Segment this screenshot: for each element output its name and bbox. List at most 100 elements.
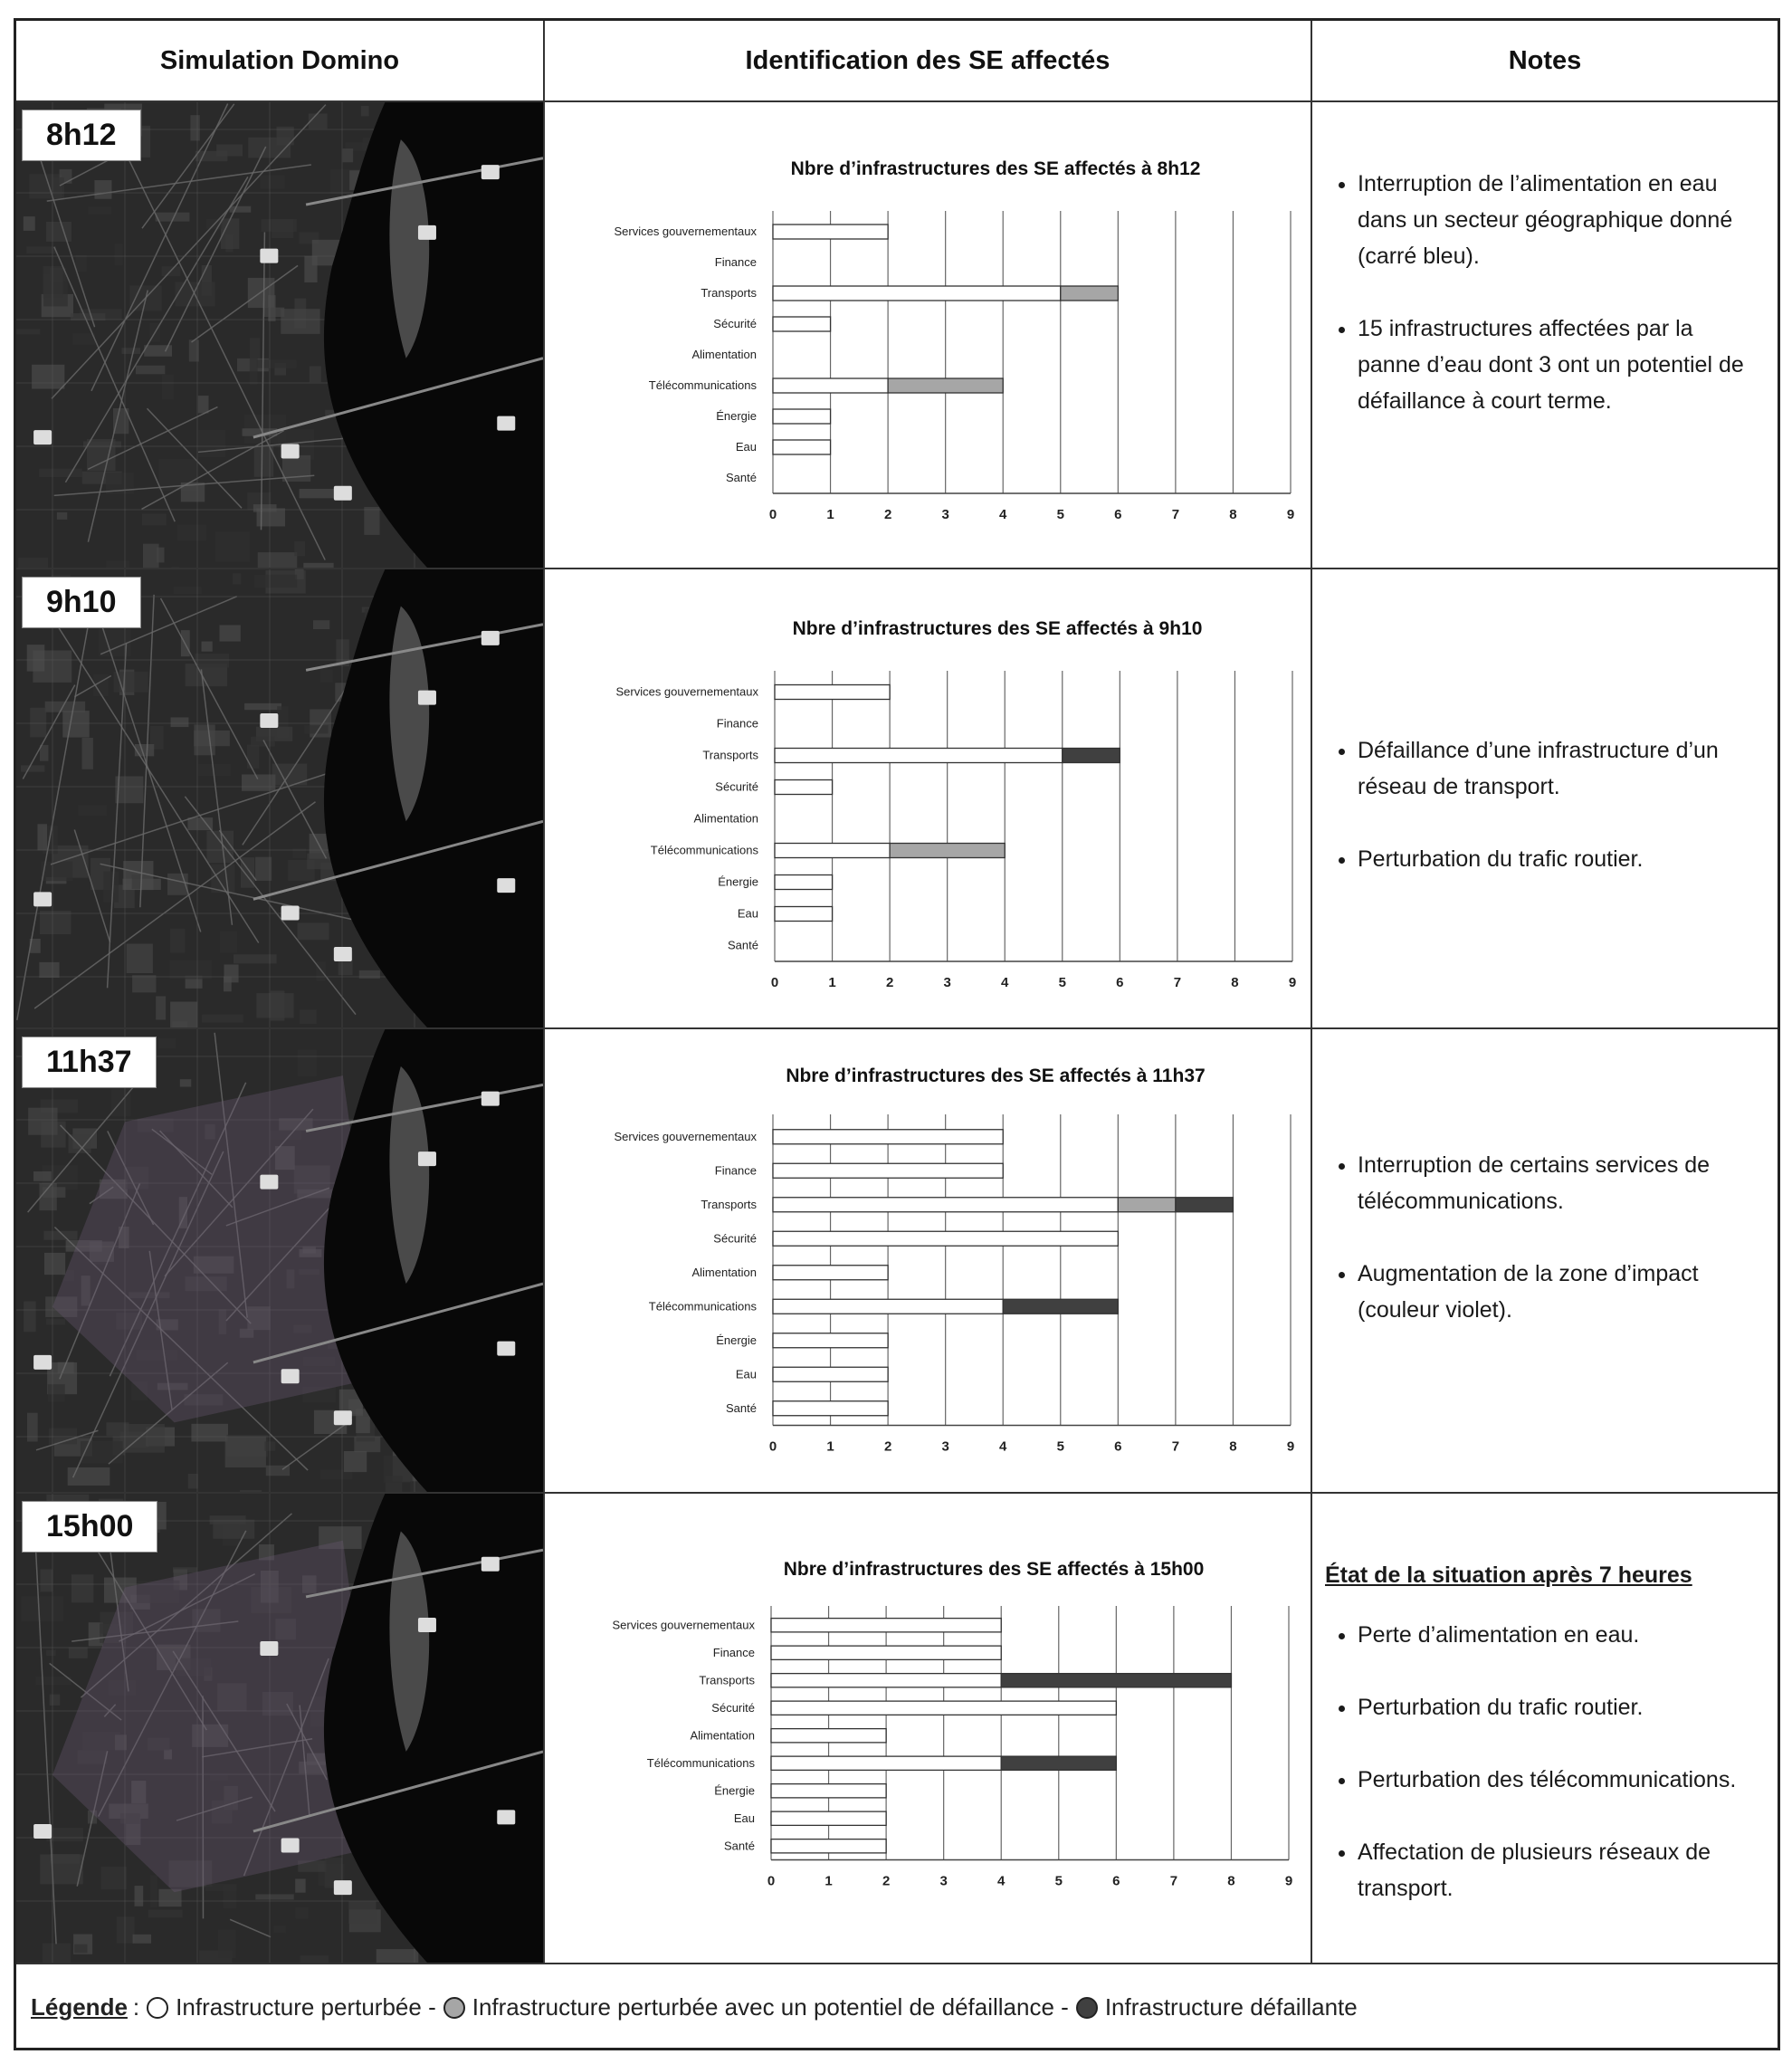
- map-texture: [103, 1577, 137, 1603]
- map-texture: [180, 482, 205, 502]
- aerial-map: [16, 569, 543, 1027]
- map-texture: [205, 1883, 237, 1892]
- map-texture: [244, 702, 282, 711]
- notes-heading: État de la situation après 7 heures: [1325, 1562, 1692, 1588]
- category-label: Services gouvernementaux: [614, 225, 757, 238]
- highway-shield-icon: [417, 225, 436, 240]
- bar-segment: [774, 905, 834, 922]
- map-texture: [253, 504, 277, 512]
- legend-item-perturbed: Infrastructure perturbée -: [176, 1993, 436, 2021]
- x-tick-label: 2: [882, 1874, 890, 1889]
- note-item: Perturbation des télécommunications.: [1358, 1762, 1759, 1798]
- map-texture: [170, 717, 189, 728]
- highway-shield-icon: [497, 878, 516, 893]
- bar-segment: [770, 1727, 887, 1744]
- map-texture: [39, 468, 82, 478]
- map-texture: [309, 366, 321, 383]
- highway-shield-icon: [260, 712, 279, 728]
- map-texture: [49, 1694, 61, 1706]
- x-tick-label: 9: [1287, 1439, 1294, 1455]
- bridge: [253, 1750, 543, 1833]
- map-road: [91, 103, 229, 392]
- map-texture: [197, 429, 226, 458]
- header-simulation-domino: Simulation Domino: [159, 45, 400, 75]
- note-item: Perte d’alimentation en eau.: [1358, 1617, 1759, 1653]
- x-tick-label: 5: [1055, 1874, 1063, 1889]
- bar-segment: [772, 316, 832, 332]
- chart-title: Nbre d’infrastructures des SE affectés à…: [784, 1559, 1205, 1580]
- x-tick-label: 1: [826, 507, 834, 522]
- bar-segment: [772, 439, 832, 455]
- map-road: [164, 1108, 314, 1277]
- map-texture: [303, 562, 334, 568]
- notes-cell: Interruption de l’alimentation en eau da…: [1312, 166, 1778, 455]
- map-texture: [233, 573, 242, 585]
- x-tick-label: 4: [997, 1874, 1006, 1889]
- map-texture: [173, 587, 202, 595]
- map-texture: [75, 254, 87, 272]
- map-cell: 8h12: [16, 102, 543, 568]
- category-label: Alimentation: [691, 1266, 757, 1279]
- aerial-map: [16, 102, 543, 568]
- map-road: [299, 1705, 310, 1815]
- x-tick-label: 0: [769, 507, 777, 522]
- map-road: [184, 796, 357, 1016]
- category-label: Finance: [715, 255, 757, 269]
- map-texture: [295, 1878, 306, 1893]
- map-texture: [126, 943, 153, 973]
- island: [389, 606, 430, 822]
- x-tick-label: 5: [1057, 1439, 1064, 1455]
- highway-shield-icon: [417, 1618, 436, 1633]
- map-road: [60, 1124, 252, 1324]
- map-road: [40, 160, 96, 328]
- map-texture: [44, 701, 86, 712]
- map-texture: [29, 939, 41, 953]
- category-label: Alimentation: [693, 812, 758, 826]
- x-tick-label: 8: [1229, 507, 1236, 522]
- chart-title: Nbre d’infrastructures des SE affectés à…: [793, 618, 1203, 639]
- time-label: 11h37: [22, 1037, 157, 1088]
- map-texture: [194, 730, 230, 747]
- category-label: Santé: [724, 1839, 755, 1852]
- map-texture: [286, 1269, 295, 1289]
- map-texture: [255, 1894, 294, 1900]
- row-divider: [16, 1027, 1778, 1029]
- map-texture: [281, 309, 320, 334]
- x-tick-label: 1: [828, 975, 835, 990]
- map-texture: [201, 264, 212, 296]
- map-texture: [202, 1014, 243, 1023]
- map-road: [22, 684, 76, 779]
- map-road: [33, 801, 316, 1009]
- map-texture: [348, 1901, 377, 1925]
- map-texture: [229, 205, 252, 213]
- map-texture: [197, 396, 209, 414]
- category-label: Télécommunications: [649, 378, 758, 392]
- map-texture: [343, 1450, 367, 1473]
- map-texture: [30, 707, 47, 738]
- time-label: 9h10: [22, 577, 141, 628]
- bar-segment: [772, 1230, 1119, 1247]
- map-texture: [265, 1465, 291, 1476]
- category-label: Eau: [736, 440, 757, 454]
- map-texture: [49, 1428, 77, 1445]
- x-tick-label: 7: [1174, 975, 1181, 990]
- bar-segment: [1000, 1755, 1117, 1772]
- map-texture: [149, 1875, 158, 1907]
- map-texture: [188, 339, 199, 362]
- map-road: [172, 1650, 276, 1812]
- x-tick-label: 6: [1114, 1439, 1121, 1455]
- bridge: [253, 357, 543, 439]
- map-texture: [37, 824, 48, 851]
- map-texture: [24, 1301, 36, 1333]
- map-texture: [115, 1734, 128, 1751]
- map-texture: [205, 1123, 215, 1140]
- map-texture: [28, 1107, 58, 1135]
- map-texture: [80, 1440, 123, 1464]
- map-texture: [41, 861, 73, 882]
- map-texture: [297, 1189, 337, 1199]
- map-road: [281, 1419, 353, 1470]
- map-texture: [263, 307, 285, 318]
- map-texture: [206, 830, 234, 864]
- map-texture: [220, 218, 240, 250]
- map-texture: [298, 1860, 327, 1872]
